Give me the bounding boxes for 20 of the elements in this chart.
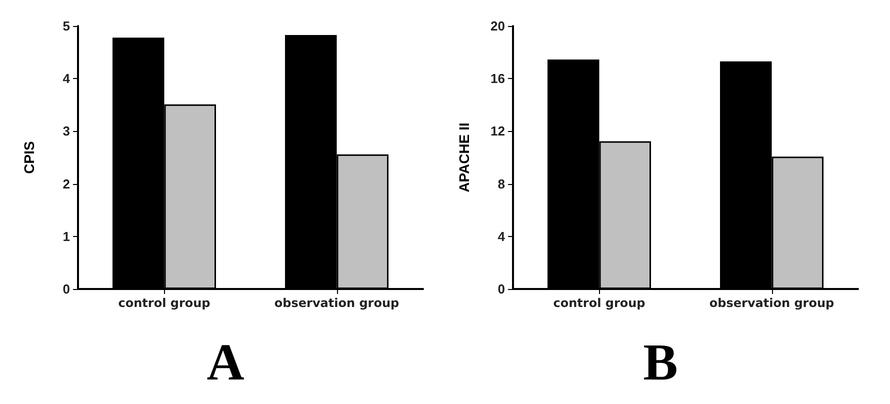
- y-tick-label: 8: [498, 176, 505, 192]
- x-tick-label: control group: [118, 296, 211, 310]
- y-axis-title: APACHE II: [456, 122, 472, 192]
- y-tick-label: 0: [62, 282, 70, 296]
- y-tick-label: 0: [498, 282, 505, 296]
- text: A: [206, 334, 245, 392]
- y-tick-label: 4: [62, 71, 71, 86]
- y-tick-label: 16: [490, 71, 505, 86]
- x-tick-label: observation group: [274, 296, 400, 310]
- y-axis-title: CPIS: [21, 141, 37, 174]
- y-tick-label: 2: [62, 176, 70, 192]
- x-tick-label: observation group: [709, 296, 834, 310]
- y-tick-label: 4: [498, 228, 506, 244]
- text: B: [643, 334, 678, 392]
- y-tick-label: 3: [62, 124, 70, 139]
- y-tick-label: 20: [490, 18, 505, 34]
- y-tick-label: 5: [62, 18, 70, 34]
- x-tick-label: control group: [553, 296, 646, 310]
- y-tick-label: 12: [490, 124, 505, 139]
- y-tick-label: 1: [62, 228, 70, 244]
